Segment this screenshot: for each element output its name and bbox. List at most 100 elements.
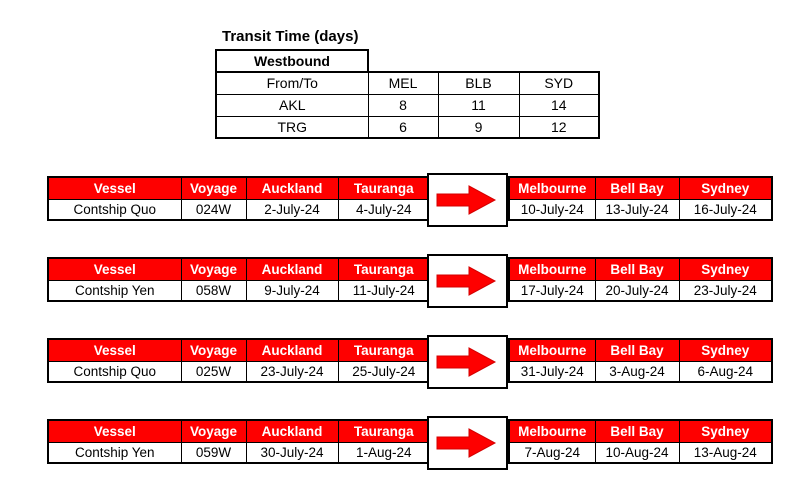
transit-days-cell: 8 bbox=[367, 93, 439, 117]
melbourne-date-cell: 31-July-24 bbox=[508, 360, 596, 383]
column-header-syd: SYD bbox=[518, 71, 600, 95]
origin-cell: TRG bbox=[215, 115, 369, 139]
voyage-header: Voyage bbox=[180, 176, 247, 200]
table-row: Melbourne Bell Bay Sydney bbox=[508, 338, 773, 362]
right-arrow-icon bbox=[436, 428, 497, 458]
table-row: 7-Aug-24 10-Aug-24 13-Aug-24 bbox=[508, 441, 773, 464]
table-row: Vessel Voyage Auckland Tauranga bbox=[47, 338, 431, 362]
transit-time-section: Transit Time (days) Westbound From/To ME… bbox=[215, 27, 600, 139]
auckland-header: Auckland bbox=[245, 176, 339, 200]
table-row: Westbound bbox=[215, 49, 599, 73]
right-arrow-icon bbox=[436, 347, 497, 377]
from-to-label-cell: From/To bbox=[215, 71, 369, 95]
tauranga-date-cell: 25-July-24 bbox=[337, 360, 431, 383]
melbourne-header: Melbourne bbox=[508, 176, 596, 200]
table-row: Melbourne Bell Bay Sydney bbox=[508, 257, 773, 281]
auckland-header: Auckland bbox=[245, 419, 339, 443]
right-arrow-icon bbox=[436, 185, 497, 215]
bell-bay-date-cell: 3-Aug-24 bbox=[594, 360, 680, 383]
vessel-header: Vessel bbox=[47, 176, 182, 200]
melbourne-date-cell: 10-July-24 bbox=[508, 198, 596, 221]
sydney-date-cell: 16-July-24 bbox=[678, 198, 773, 221]
table-row: TRG 6 9 12 bbox=[215, 115, 600, 139]
origin-table: Vessel Voyage Auckland Tauranga Contship… bbox=[47, 176, 431, 221]
bell-bay-header: Bell Bay bbox=[594, 338, 680, 362]
auckland-date-cell: 9-July-24 bbox=[245, 279, 339, 302]
bell-bay-date-cell: 13-July-24 bbox=[594, 198, 680, 221]
auckland-date-cell: 2-July-24 bbox=[245, 198, 339, 221]
sailing-schedule-1: Vessel Voyage Auckland Tauranga Contship… bbox=[47, 173, 773, 230]
table-row: Melbourne Bell Bay Sydney bbox=[508, 176, 773, 200]
column-header-blb: BLB bbox=[437, 71, 520, 95]
transit-days-cell: 12 bbox=[518, 115, 600, 139]
transit-arrow-box bbox=[427, 173, 508, 227]
table-row: Melbourne Bell Bay Sydney bbox=[508, 419, 773, 443]
auckland-header: Auckland bbox=[245, 257, 339, 281]
vessel-cell: Contship Quo bbox=[47, 198, 182, 221]
transit-arrow-box bbox=[427, 254, 508, 308]
tauranga-header: Tauranga bbox=[337, 338, 431, 362]
melbourne-header: Melbourne bbox=[508, 257, 596, 281]
table-row: Contship Quo 025W 23-July-24 25-July-24 bbox=[47, 360, 431, 383]
bell-bay-header: Bell Bay bbox=[594, 176, 680, 200]
table-row: Vessel Voyage Auckland Tauranga bbox=[47, 176, 431, 200]
transit-days-cell: 6 bbox=[367, 115, 439, 139]
vessel-header: Vessel bbox=[47, 257, 182, 281]
transit-arrow-box bbox=[427, 335, 508, 389]
voyage-cell: 059W bbox=[180, 441, 247, 464]
table-row: 31-July-24 3-Aug-24 6-Aug-24 bbox=[508, 360, 773, 383]
auckland-header: Auckland bbox=[245, 338, 339, 362]
destination-table: Melbourne Bell Bay Sydney 10-July-24 13-… bbox=[508, 176, 773, 221]
bell-bay-date-cell: 10-Aug-24 bbox=[594, 441, 680, 464]
table-row: Contship Yen 059W 30-July-24 1-Aug-24 bbox=[47, 441, 431, 464]
origin-table: Vessel Voyage Auckland Tauranga Contship… bbox=[47, 257, 431, 302]
transit-time-table: Westbound From/To MEL BLB SYD AKL 8 11 1… bbox=[215, 49, 600, 139]
table-row: Contship Quo 024W 2-July-24 4-July-24 bbox=[47, 198, 431, 221]
table-row: AKL 8 11 14 bbox=[215, 93, 600, 117]
voyage-cell: 025W bbox=[180, 360, 247, 383]
transit-days-cell: 11 bbox=[437, 93, 520, 117]
tauranga-header: Tauranga bbox=[337, 176, 431, 200]
transit-time-title: Transit Time (days) bbox=[222, 28, 359, 45]
voyage-header: Voyage bbox=[180, 257, 247, 281]
sailing-schedule-4: Vessel Voyage Auckland Tauranga Contship… bbox=[47, 416, 773, 473]
tauranga-header: Tauranga bbox=[337, 257, 431, 281]
table-row: From/To MEL BLB SYD bbox=[215, 71, 600, 95]
sydney-header: Sydney bbox=[678, 176, 773, 200]
bell-bay-header: Bell Bay bbox=[594, 419, 680, 443]
vessel-cell: Contship Yen bbox=[47, 279, 182, 302]
transit-arrow-box bbox=[427, 416, 508, 470]
table-row: 10-July-24 13-July-24 16-July-24 bbox=[508, 198, 773, 221]
table-row: 17-July-24 20-July-24 23-July-24 bbox=[508, 279, 773, 302]
table-row: Vessel Voyage Auckland Tauranga bbox=[47, 257, 431, 281]
vessel-header: Vessel bbox=[47, 419, 182, 443]
sailing-schedule-3: Vessel Voyage Auckland Tauranga Contship… bbox=[47, 335, 773, 392]
destination-table: Melbourne Bell Bay Sydney 31-July-24 3-A… bbox=[508, 338, 773, 383]
sydney-date-cell: 23-July-24 bbox=[678, 279, 773, 302]
tauranga-date-cell: 1-Aug-24 bbox=[337, 441, 431, 464]
sailing-schedule-2: Vessel Voyage Auckland Tauranga Contship… bbox=[47, 254, 773, 311]
vessel-cell: Contship Quo bbox=[47, 360, 182, 383]
voyage-cell: 024W bbox=[180, 198, 247, 221]
transit-days-cell: 14 bbox=[518, 93, 600, 117]
bell-bay-header: Bell Bay bbox=[594, 257, 680, 281]
melbourne-date-cell: 17-July-24 bbox=[508, 279, 596, 302]
melbourne-header: Melbourne bbox=[508, 419, 596, 443]
sydney-date-cell: 13-Aug-24 bbox=[678, 441, 773, 464]
sydney-header: Sydney bbox=[678, 338, 773, 362]
origin-cell: AKL bbox=[215, 93, 369, 117]
auckland-date-cell: 23-July-24 bbox=[245, 360, 339, 383]
voyage-cell: 058W bbox=[180, 279, 247, 302]
origin-table: Vessel Voyage Auckland Tauranga Contship… bbox=[47, 419, 431, 464]
right-arrow-icon bbox=[436, 266, 497, 296]
auckland-date-cell: 30-July-24 bbox=[245, 441, 339, 464]
table-row: Contship Yen 058W 9-July-24 11-July-24 bbox=[47, 279, 431, 302]
voyage-header: Voyage bbox=[180, 419, 247, 443]
vessel-cell: Contship Yen bbox=[47, 441, 182, 464]
table-row: Vessel Voyage Auckland Tauranga bbox=[47, 419, 431, 443]
tauranga-date-cell: 11-July-24 bbox=[337, 279, 431, 302]
sydney-header: Sydney bbox=[678, 257, 773, 281]
bell-bay-date-cell: 20-July-24 bbox=[594, 279, 680, 302]
voyage-header: Voyage bbox=[180, 338, 247, 362]
